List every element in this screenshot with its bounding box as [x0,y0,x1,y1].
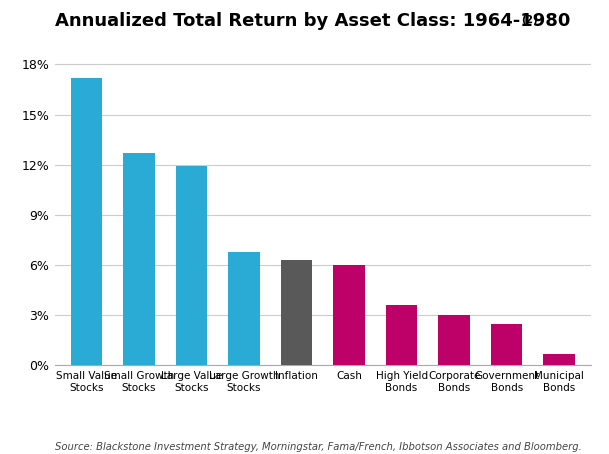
Bar [71,78,102,365]
Bar [491,324,523,365]
Text: Annualized Total Return by Asset Class: 1964-1980: Annualized Total Return by Asset Class: … [55,11,570,30]
Bar [123,153,155,365]
Bar [438,315,470,365]
Bar [281,260,312,365]
Bar [543,354,575,365]
Bar [175,167,207,365]
Text: (2): (2) [521,15,538,25]
Text: Source: Blackstone Investment Strategy, Morningstar, Fama/French, Ibbotson Assoc: Source: Blackstone Investment Strategy, … [55,442,582,452]
Bar [386,305,417,365]
Bar [333,265,365,365]
Bar [228,252,259,365]
